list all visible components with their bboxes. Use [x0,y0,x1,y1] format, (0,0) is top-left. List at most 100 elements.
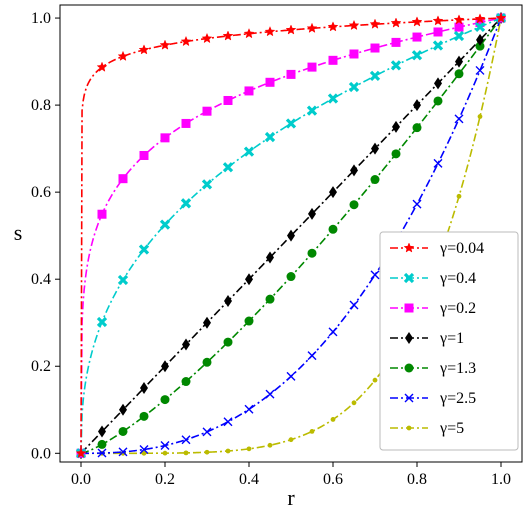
series-γ=0.04 [75,12,507,458]
data-point [183,450,189,456]
data-point [413,99,421,112]
data-point [390,17,402,28]
legend-label: γ=1 [439,330,464,347]
legend: γ=0.04 γ=0.4 γ=0.2 γ=1 γ=1.3 γ=2.5 γ=5 [379,231,519,451]
data-point [162,450,168,456]
data-point [411,50,423,61]
data-point [181,435,191,445]
data-point [75,447,87,458]
data-point [453,14,465,25]
data-point [348,81,360,93]
data-point [369,70,381,82]
data-point [411,16,423,27]
data-point [476,33,484,46]
data-point [139,445,149,454]
data-point [244,404,254,414]
data-point [243,146,255,157]
data-point [327,21,339,32]
y-tick-label: 0.2 [31,358,51,375]
data-point [456,193,462,199]
y-tick-label: 1.0 [31,10,51,27]
data-point [140,382,148,395]
series-γ=0.4 [75,12,507,459]
data-point [159,219,171,230]
data-point [351,400,357,406]
legend-marker [406,425,412,431]
data-point [117,274,129,286]
data-point [286,371,296,381]
data-point [244,316,254,326]
data-point [181,118,191,128]
data-point [474,13,486,24]
y-tick-label: 0.8 [31,97,51,114]
data-point [203,316,211,329]
data-point [306,105,318,116]
legend-marker [405,332,413,344]
ticks-layer: 0.0 0.2 0.4 0.6 0.8 1.0 0.0 0.2 0.4 0.6 0.8 1.0 [31,10,511,488]
data-point [370,43,380,53]
x-tick-label: 0.8 [407,471,427,488]
data-point [180,198,192,209]
data-point [372,377,378,383]
legend-marker [403,272,415,284]
data-point [327,93,339,104]
series-layer [75,12,507,460]
data-point [329,186,337,199]
y-axis-label: s [14,220,23,245]
legend-entry: γ=0.04 [390,240,484,257]
series-line [80,17,502,454]
data-point [392,120,400,133]
data-point [223,417,233,427]
data-point [475,17,485,27]
y-tick-label: 0.0 [31,445,51,462]
data-point [141,450,147,456]
data-point [433,158,443,168]
data-point [390,60,402,71]
data-point [96,316,108,328]
legend-entry: γ=2.5 [390,390,476,407]
series-γ=1.3 [76,13,506,458]
data-point [412,199,422,209]
data-point [475,65,485,75]
data-point [223,337,233,347]
legend-marker [403,242,415,253]
data-point [118,447,128,457]
x-tick-label: 0.2 [155,471,175,488]
data-point [97,439,107,449]
data-point [307,351,317,361]
data-point [139,150,149,160]
data-point [118,426,128,436]
data-point [454,22,464,32]
data-point [288,437,294,443]
data-point [455,55,463,68]
data-point [266,251,274,264]
legend-entry: γ=1 [390,330,464,347]
data-point [477,114,483,119]
data-point [434,77,442,90]
x-tick-label: 0.0 [71,471,91,488]
data-point [180,35,192,47]
data-point [160,395,170,405]
data-point [267,442,273,448]
data-point [202,427,212,437]
data-point [246,446,252,452]
data-point [328,55,338,65]
data-point [370,270,380,280]
legend-entry: γ=0.2 [390,300,476,317]
data-point [433,96,443,106]
data-point [160,441,170,451]
data-point [309,428,315,434]
legend-entry: γ=5 [390,420,464,437]
data-point [350,164,358,177]
data-point [118,174,128,184]
legend-label: γ=0.04 [439,240,484,257]
data-point [349,300,359,310]
data-point [160,133,170,143]
legend-label: γ=5 [439,420,464,437]
data-point [495,12,507,23]
data-point [454,69,464,79]
data-point [285,118,297,129]
legend-marker [404,393,414,403]
data-point [202,357,212,367]
data-point [222,30,234,41]
